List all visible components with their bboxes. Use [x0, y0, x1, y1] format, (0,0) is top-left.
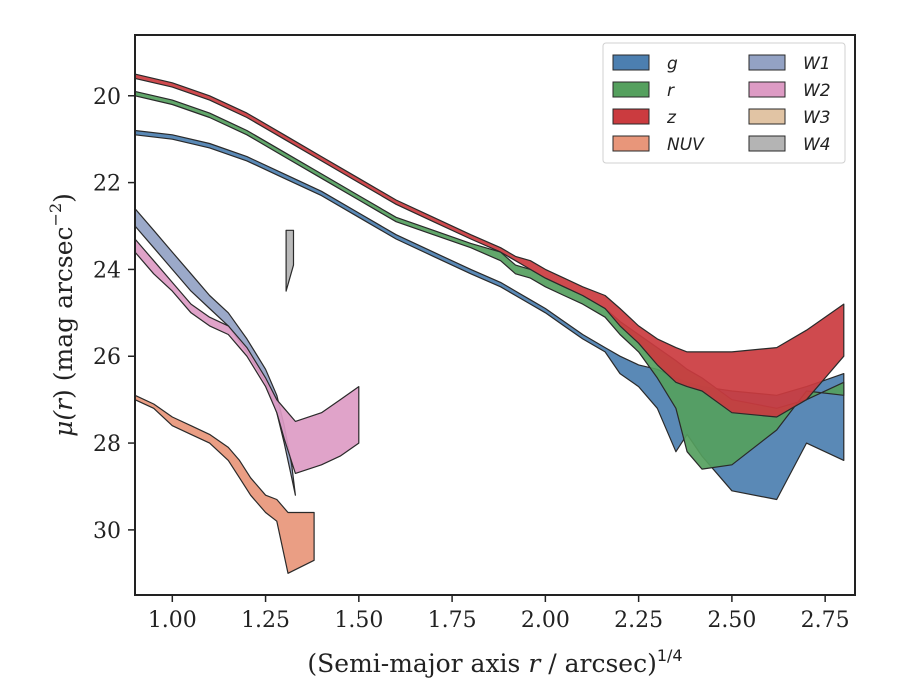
x-tick-label: 2.25	[614, 608, 663, 633]
legend-label-r: r	[667, 81, 675, 101]
legend-swatch-w1	[748, 54, 786, 71]
y-tick-label: 20	[93, 85, 121, 110]
x-tick-label: 2.75	[801, 608, 850, 633]
legend-label-z: z	[666, 108, 677, 128]
y-axis-title: μ(r) (mag arcsec−2)	[46, 193, 78, 437]
legend-label-nuv: NUV	[667, 135, 705, 155]
legend-swatch-w4	[748, 135, 786, 152]
band-nuv	[134, 394, 315, 574]
legend-swatch-z	[612, 108, 650, 125]
band-z	[134, 73, 845, 418]
axis-ticks: 1.00 1.25 1.50 1.75 2.00 2.25 2.50 2.75 20 22 24 26…	[93, 85, 850, 633]
legend: grz NUV W1 W2 W3 W4	[602, 42, 846, 164]
x-tick-label: 1.00	[148, 608, 197, 633]
legend-swatch-nuv	[612, 135, 650, 152]
legend-label-w1: W1	[803, 54, 831, 74]
y-tick-label: 24	[93, 258, 121, 283]
legend-swatch-w3	[748, 108, 786, 125]
legend-label-w3: W3	[803, 108, 831, 128]
band-r	[134, 90, 845, 470]
x-tick-label: 1.25	[241, 608, 290, 633]
legend-label-w4: W4	[803, 135, 831, 155]
plot-frame	[134, 34, 856, 596]
legend-box	[602, 42, 846, 164]
x-axis-title: (Semi-major axis r / arcsec)1/4	[307, 646, 682, 678]
band-w2	[134, 238, 360, 474]
legend-swatch-g	[612, 54, 650, 71]
y-tick-label: 30	[93, 519, 121, 544]
x-tick-label: 2.00	[521, 608, 570, 633]
x-tick-label: 1.50	[334, 608, 383, 633]
legend-swatch-r	[612, 81, 650, 98]
y-tick-label: 22	[93, 172, 121, 197]
x-tick-label: 1.75	[428, 608, 477, 633]
band-w4	[285, 229, 295, 292]
legend-label-w2: W2	[803, 81, 831, 101]
band-w1	[134, 208, 296, 496]
band-g	[134, 129, 845, 501]
legend-label-g: g	[667, 54, 678, 74]
legend-swatch-w2	[748, 81, 786, 98]
y-tick-label: 26	[93, 345, 121, 370]
x-tick-label: 2.50	[707, 608, 756, 633]
series-bands	[134, 73, 845, 574]
y-tick-label: 28	[93, 432, 121, 457]
